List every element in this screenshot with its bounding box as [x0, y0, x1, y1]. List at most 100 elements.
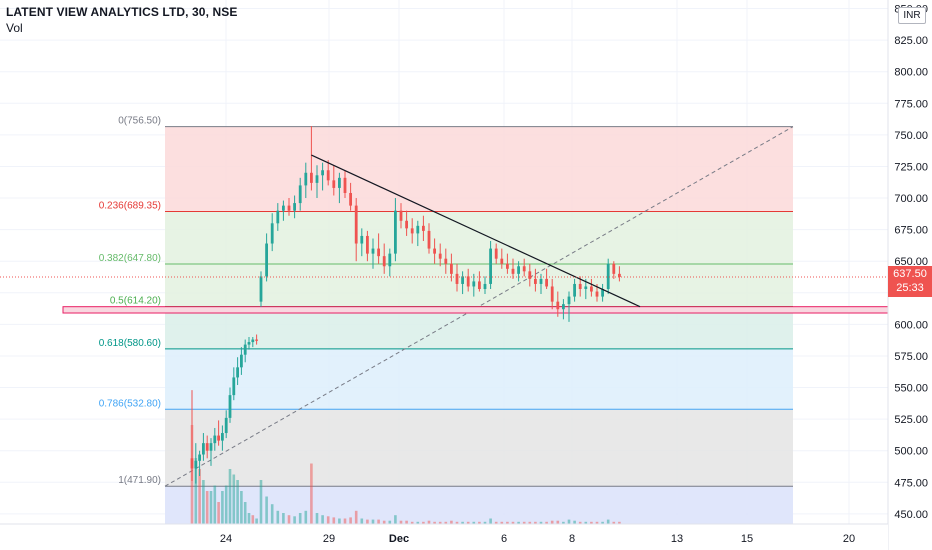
candle-body	[282, 205, 285, 211]
trend-line	[311, 154, 641, 308]
candles	[190, 126, 621, 484]
price-tick-label: 750.00	[894, 130, 928, 142]
candle-body	[202, 443, 205, 455]
price-tick-label: 600.00	[894, 319, 928, 331]
candle-body	[618, 273, 621, 278]
time-tick-label: 29	[323, 533, 335, 545]
volume-bar	[343, 518, 347, 524]
volume-bar	[483, 521, 487, 524]
volume-bar	[298, 513, 302, 524]
volume-bar	[247, 513, 251, 524]
candle-body	[217, 435, 220, 441]
time-tick-label: 24	[220, 533, 232, 545]
price-tick-label: 675.00	[894, 225, 928, 237]
volume-bar	[550, 520, 554, 524]
volume-bar	[461, 521, 464, 524]
candle-body	[247, 342, 251, 345]
candle-body	[478, 281, 481, 290]
fib-level-label: 0(756.50)	[118, 116, 161, 127]
candle-body	[506, 263, 509, 269]
volume-bar	[422, 521, 425, 524]
candle-body	[461, 276, 464, 284]
candle-body	[236, 367, 239, 378]
volume-bar	[416, 521, 420, 524]
volume-bar	[472, 521, 476, 524]
candle-body	[371, 248, 375, 254]
volume-bar	[450, 520, 453, 524]
candle-body	[511, 268, 515, 274]
volume-bar	[360, 518, 364, 524]
candle-body	[190, 458, 194, 469]
candle-body	[349, 192, 352, 206]
candle-body	[539, 278, 543, 284]
volume-bar	[382, 520, 386, 524]
price-tick-label: 475.00	[894, 477, 928, 489]
candle-body	[455, 273, 459, 284]
candle-body	[338, 177, 341, 188]
candle-body	[550, 286, 554, 302]
volume-bar	[522, 521, 526, 524]
candle-body	[293, 203, 296, 211]
fib-band	[165, 348, 793, 410]
volume-bar	[332, 517, 336, 524]
volume-bar	[202, 480, 205, 524]
currency-badge[interactable]: INR	[898, 7, 926, 24]
volume-bar	[366, 519, 369, 524]
volume-bar	[506, 521, 509, 524]
candle-body	[556, 301, 560, 310]
fib-level-label: 0.618(580.60)	[99, 338, 161, 349]
volume-bar	[388, 520, 392, 524]
candle-body	[534, 278, 537, 284]
candle-body	[545, 278, 548, 287]
volume-bar	[438, 521, 442, 524]
candle-body	[562, 304, 565, 310]
candle-body	[517, 266, 520, 274]
fib-band	[165, 306, 793, 349]
candle-body	[595, 291, 599, 297]
volume-bar	[265, 496, 268, 524]
current-price: 637.50	[893, 268, 927, 280]
fib-band	[165, 409, 793, 487]
candle-body	[255, 339, 258, 341]
volume-bar	[326, 516, 330, 524]
candle-body	[382, 256, 386, 267]
volume-bar	[534, 521, 537, 524]
volume-bar	[194, 458, 198, 524]
candle-body	[601, 289, 604, 297]
current-price-label: 637.50 25:33	[888, 266, 932, 297]
candle-body	[228, 395, 232, 418]
candle-body	[332, 180, 336, 188]
volume-bar	[377, 519, 380, 524]
volume-bar	[321, 515, 324, 524]
candle-body	[483, 283, 487, 290]
volume-bar	[612, 521, 616, 524]
volume-bar	[349, 517, 352, 524]
volume-bar	[209, 491, 213, 524]
candle-body	[366, 235, 369, 254]
price-tick-label: 700.00	[894, 193, 928, 205]
price-tick-label: 775.00	[894, 98, 928, 110]
candle-body	[243, 344, 247, 355]
candle-body	[232, 377, 236, 396]
candle-body	[410, 228, 414, 234]
candle-body	[567, 296, 571, 305]
volume-bar	[240, 491, 243, 524]
candle-body	[405, 220, 408, 229]
candle-body	[221, 433, 224, 441]
candle-body	[321, 170, 324, 176]
price-tick-label: 825.00	[894, 35, 928, 47]
volume-bar	[489, 518, 492, 524]
candle-body	[326, 170, 330, 181]
candle-body	[450, 263, 453, 274]
volume-bar	[228, 469, 232, 524]
volume-bar	[371, 519, 375, 524]
time-tick-label: 6	[501, 533, 507, 545]
volume-bar	[338, 518, 341, 524]
candle-body	[444, 258, 448, 264]
volume-label: Vol	[6, 21, 23, 35]
volume-bar	[427, 520, 431, 524]
candle-body	[606, 263, 610, 290]
volume-bar	[224, 485, 228, 524]
candle-body	[287, 205, 291, 211]
